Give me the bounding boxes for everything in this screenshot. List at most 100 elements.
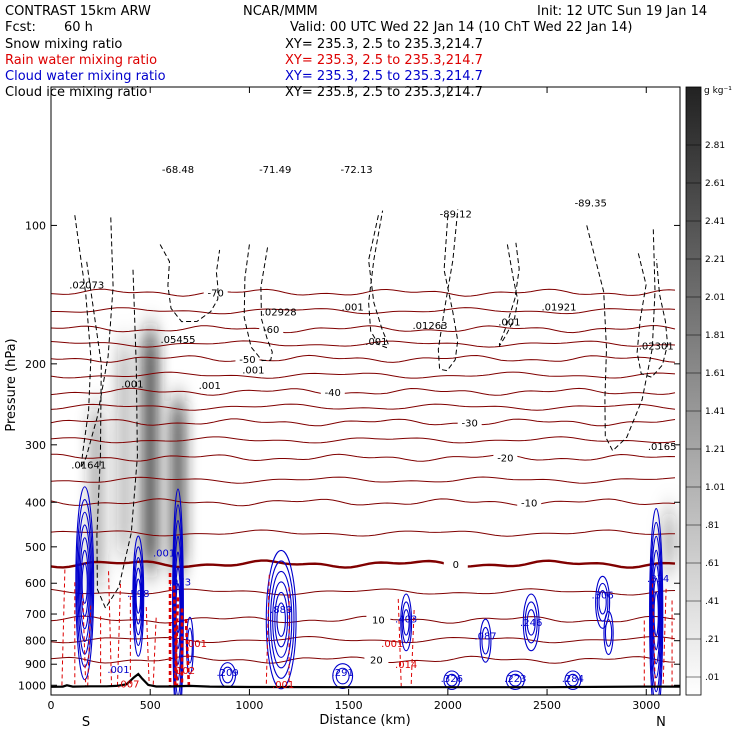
cloud-water-contour (649, 508, 664, 695)
rain-contour (145, 607, 150, 687)
contour-label-4: -89.35 (575, 199, 607, 210)
contour-label-6: .02928 (262, 308, 297, 319)
temp-label-20: 20 (370, 656, 383, 667)
contour-labels: -68.48 -71.49 -72.13 -89.12 -89.35 .02073 .029… (69, 165, 676, 691)
cloud-water-contour (78, 524, 92, 643)
contour-label-36: .001 (272, 680, 294, 691)
cloud-water-contour (332, 663, 354, 690)
contour-label-18: .001 (242, 366, 264, 377)
cloud-water-contour (274, 591, 289, 648)
cloud-water-contour (186, 627, 193, 664)
x-tick-label-500: 500 (140, 699, 161, 712)
contour-label-0: -68.48 (162, 165, 194, 176)
legend-entry-3: Cloud ice mixing ratio (5, 85, 147, 100)
cloud-ice-contour (586, 225, 656, 452)
colorbar-level-5: 1.01 (705, 483, 725, 493)
legend-xy-0: XY= 235.3, 2.5 to 235.3,214.7 (285, 37, 483, 52)
y-tick-label-500: 500 (25, 541, 46, 554)
contour-label-3: -89.12 (440, 209, 472, 220)
cloud-water-contour (401, 601, 411, 644)
temperature-contours: -70 -60 -50 -40 -30 -20 -10 0 10 20 (51, 286, 676, 667)
cloud-water-contour (81, 562, 88, 604)
contour-label-38: .102 (173, 666, 195, 677)
temp-label-10: 10 (372, 616, 385, 627)
temp-contour--50 (51, 354, 676, 363)
contour-label-22: .403 (395, 614, 417, 625)
cloud-water-contour (172, 504, 184, 695)
cloud-water-contour (598, 590, 607, 615)
cloud-water-contour (524, 601, 538, 644)
colorbar-ticks: .01 .21 .41 .61 .81 1.01 1.21 1.41 1.61 1.81 2.01 2… (686, 141, 725, 683)
contour-label-24: .087 (474, 632, 496, 643)
contour-label-9: .02301 (639, 341, 674, 352)
cloud-water-contour (653, 591, 659, 637)
cloud-water-contour (652, 563, 661, 665)
rain-contour (651, 576, 656, 687)
cloud-water-contour (526, 609, 536, 636)
y-tick-label-100: 100 (25, 219, 46, 232)
contour-label-31: .284 (562, 674, 584, 685)
cloud-water-contour (604, 619, 613, 647)
cloud-ice-contour (74, 215, 114, 469)
contour-label-21: .889 (270, 605, 292, 616)
rain-contour (152, 617, 157, 687)
fcst-label: Fcst: (5, 20, 36, 35)
temp-label--60: -60 (263, 325, 279, 336)
cloud-water-contour (132, 535, 145, 657)
cloud-water-contour (595, 575, 611, 629)
temp-contour-20 (51, 655, 676, 664)
contour-label-16: .001 (121, 379, 143, 390)
contour-label-12: .0165 (648, 442, 677, 453)
contour-label-26: .834 (647, 574, 669, 585)
temp-contour-minor (51, 529, 675, 537)
cloud-water-contour (272, 581, 291, 658)
terrain-line (51, 672, 680, 689)
temp-label--70: -70 (208, 289, 224, 300)
contour-label-8: .01921 (541, 302, 576, 313)
cloud-ice-contour (636, 253, 669, 378)
north-label: N (656, 715, 666, 730)
contour-label-33: .001 (107, 665, 129, 676)
fcst-value: 60 h (64, 20, 93, 35)
temp-label--10: -10 (521, 498, 537, 509)
contour-label-10: .05455 (160, 335, 195, 346)
colorbar-level-10: 2.01 (705, 293, 725, 303)
contour-label-11: .01641 (71, 461, 106, 472)
y-tick-label-700: 700 (25, 608, 46, 621)
legend-xy-2: XY= 235.3, 2.5 to 235.3,214.7 (285, 69, 483, 84)
x-tick-label-3000: 3000 (632, 699, 660, 712)
contour-label-5: .02073 (69, 280, 104, 291)
rain-contour (265, 574, 270, 687)
temp-contour-minor (51, 403, 676, 411)
y-tick-label-600: 600 (25, 577, 46, 590)
temp-label-0: 0 (453, 560, 459, 571)
cloud-water-contour (135, 578, 142, 614)
temp-contour-minor (51, 436, 676, 444)
rain-contour (108, 571, 113, 687)
temp-contour-0 (51, 559, 676, 569)
colorbar-unit: g kg⁻¹ (704, 86, 732, 96)
temp-label--50: -50 (239, 355, 255, 366)
snow-column-1 (117, 342, 132, 555)
contour-label-30: .223 (504, 674, 526, 685)
init-time: Init: 12 UTC Sun 19 Jan 14 (537, 4, 707, 19)
temp-label--20: -20 (497, 454, 513, 465)
cloud-water-contour (522, 593, 540, 652)
temp-contour--30 (51, 418, 676, 427)
contour-label-32: .001 (153, 549, 175, 560)
cloud-water-contour (651, 549, 662, 679)
y-tick-label-900: 900 (25, 658, 46, 671)
temp-contour-minor (51, 635, 676, 644)
colorbar-level-2: .41 (705, 597, 719, 607)
contour-label-25: .306 (591, 590, 613, 601)
cloud-water-contour (185, 616, 194, 675)
rain-contour (173, 597, 180, 687)
south-label: S (82, 715, 90, 730)
rain-contours (61, 569, 673, 687)
temp-contour--10 (51, 498, 676, 507)
cloud-water-contour (650, 535, 662, 693)
cloud-ice-contour (86, 261, 138, 610)
rain-contour (662, 588, 667, 687)
colorbar-level-7: 1.41 (705, 407, 725, 417)
cloud-water-contour (402, 609, 410, 636)
